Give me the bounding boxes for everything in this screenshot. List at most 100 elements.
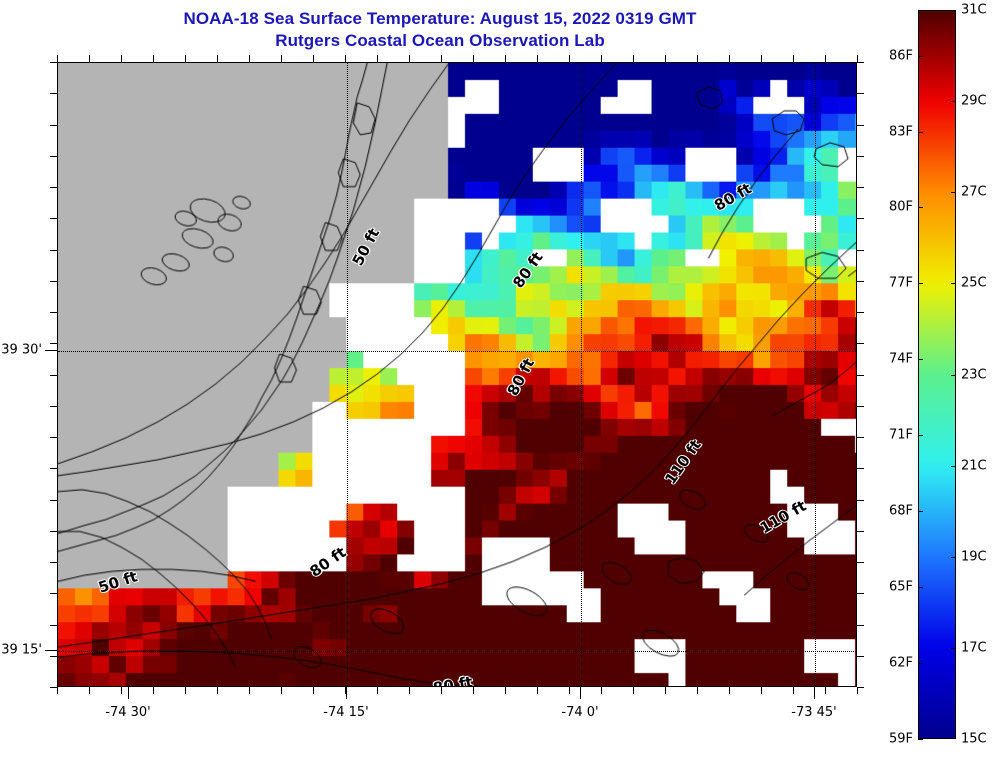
colorbar-label-c-15C: 15C [961, 731, 987, 747]
y-axis-label: 39 30' [1, 342, 42, 358]
colorbar-label-f-65F: 65F [888, 579, 913, 595]
y-tick-minor [50, 530, 57, 532]
colorbar-tick-c [951, 283, 956, 285]
y-tick-minor-right [857, 655, 864, 657]
x-tick-minor [185, 687, 186, 694]
y-tick-minor-right [857, 343, 864, 345]
x-tick-minor-top [121, 55, 122, 62]
y-tick-minor [50, 593, 57, 595]
x-tick-minor [249, 687, 250, 694]
x-tick-minor-top [313, 55, 314, 62]
x-tick-minor-top [697, 55, 698, 62]
graticule-line-horizontal [58, 351, 856, 352]
y-tick-minor-right [857, 249, 864, 251]
colorbar-label-f-83F: 83F [888, 124, 913, 139]
x-axis-label: -73 45' [791, 705, 837, 720]
graticule-line-vertical [815, 63, 816, 686]
colorbar-tick-f [918, 435, 923, 437]
colorbar-label-c-29C: 29C [961, 93, 987, 109]
y-tick-minor [50, 155, 57, 157]
graticule-line-vertical [347, 63, 348, 686]
colorbar-label-c-23C: 23C [961, 367, 987, 382]
x-tick-minor-top [793, 55, 794, 62]
y-tick-minor [50, 187, 57, 188]
x-tick-minor-top [89, 55, 90, 62]
x-tick-minor-top [249, 55, 250, 62]
x-tick-minor-top [857, 55, 858, 62]
x-tick-minor-top [441, 55, 442, 62]
x-tick-minor-top [601, 55, 602, 62]
colorbar-label-c-25C: 25C [961, 275, 987, 291]
y-tick-minor-right [857, 468, 864, 470]
colorbar-tick-c [951, 465, 956, 467]
colorbar-label-c-21C: 21C [961, 458, 987, 474]
y-axis-label: 39 15' [1, 642, 42, 658]
x-tick-minor [537, 687, 538, 694]
colorbar-tick-c [951, 192, 956, 194]
y-tick-minor-right [857, 437, 864, 438]
x-tick-minor-top [185, 55, 186, 62]
x-tick-minor [409, 687, 410, 694]
x-tick-minor-top [57, 55, 58, 62]
x-tick-minor-top [761, 55, 762, 62]
y-tick-minor [50, 62, 57, 63]
x-tick-minor-top [505, 55, 506, 62]
x-tick-minor [217, 687, 218, 694]
x-tick-minor [729, 687, 730, 694]
y-tick-minor [50, 655, 57, 657]
x-axis-label: -74 15' [323, 705, 369, 720]
colorbar-label-f-80F: 80F [888, 199, 913, 215]
colorbar-label-c-19C: 19C [961, 549, 987, 565]
y-tick-minor-right [857, 530, 864, 532]
x-axis-label: -74 30' [105, 705, 151, 720]
x-tick-major [128, 687, 129, 699]
x-tick-minor [345, 687, 346, 694]
y-tick-minor-right [857, 187, 864, 188]
colorbar-label-f-86F: 86F [888, 48, 913, 64]
x-tick-minor [665, 687, 666, 694]
y-tick-minor-right [857, 499, 864, 501]
y-tick-major [45, 650, 57, 651]
colorbar-tick-f [918, 55, 923, 57]
x-tick-major [580, 687, 581, 699]
y-tick-minor [50, 499, 57, 501]
x-tick-minor [697, 687, 698, 694]
y-tick-minor [50, 249, 57, 251]
x-tick-minor-top [409, 55, 410, 62]
colorbar-tick-f [918, 663, 923, 665]
x-tick-major [346, 687, 347, 699]
y-tick-minor [50, 374, 57, 376]
x-tick-minor [441, 687, 442, 694]
y-tick-minor-right [857, 593, 864, 595]
x-tick-minor [57, 687, 58, 694]
y-tick-minor-right [857, 687, 864, 688]
y-tick-minor-right [857, 62, 864, 63]
colorbar-label-c-31C: 31C [961, 2, 987, 18]
graticule-line-horizontal [58, 651, 856, 652]
x-tick-minor [89, 687, 90, 694]
x-tick-minor [825, 687, 826, 694]
y-tick-minor [50, 437, 57, 438]
page-title: NOAA-18 Sea Surface Temperature: August … [183, 9, 697, 28]
x-tick-minor [473, 687, 474, 694]
x-tick-minor-top [569, 55, 570, 62]
page-subtitle: Rutgers Coastal Ocean Observation Lab [275, 31, 605, 50]
colorbar-tick-f [918, 207, 923, 209]
sst-map[interactable]: 50 ft 80 ft 80 ft 80 ft 110 ft 110 ft 80 ft 50 … [57, 62, 857, 687]
x-tick-minor-top [729, 55, 730, 62]
y-tick-minor [50, 124, 57, 126]
y-tick-minor-right [857, 155, 864, 157]
colorbar-tick-f [918, 131, 923, 133]
y-tick-major [45, 350, 57, 351]
colorbar-label-f-59F: 59F [888, 731, 913, 747]
x-tick-minor [313, 687, 314, 694]
x-tick-minor [569, 687, 570, 694]
y-tick-minor [50, 218, 57, 220]
x-tick-minor [793, 687, 794, 694]
y-tick-minor-right [857, 218, 864, 220]
x-tick-minor [601, 687, 602, 694]
x-tick-minor [505, 687, 506, 694]
graticule-line-vertical [581, 63, 582, 686]
x-tick-minor [857, 687, 858, 694]
colorbar-label-f-71F: 71F [888, 427, 913, 443]
